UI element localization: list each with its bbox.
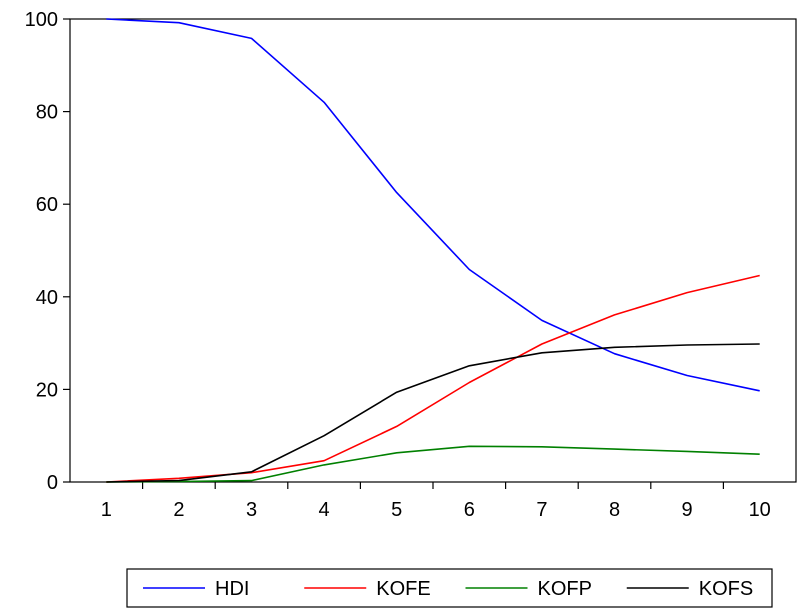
legend-label-kofp: KOFP — [538, 578, 592, 600]
legend: HDI KOFE KOFP KOFS — [127, 569, 772, 607]
x-tick-label: 6 — [464, 499, 475, 521]
y-tick-label: 80 — [36, 102, 58, 124]
series-line-kofs — [106, 344, 759, 482]
x-tick-label: 8 — [609, 499, 620, 521]
series-line-hdi — [106, 19, 759, 391]
legend-label-hdi: HDI — [215, 578, 249, 600]
y-tick-label: 60 — [36, 194, 58, 216]
x-tick-label: 5 — [391, 499, 402, 521]
legend-label-kofs: KOFS — [699, 578, 753, 600]
y-tick-label: 20 — [36, 379, 58, 401]
x-tick-label: 1 — [101, 499, 112, 521]
plot-border — [70, 19, 796, 482]
y-tick-label: 40 — [36, 287, 58, 309]
series-lines — [106, 19, 759, 482]
y-axis: 0 20 40 60 80 100 — [25, 9, 70, 494]
x-tick-label: 9 — [682, 499, 693, 521]
x-tick-label: 3 — [246, 499, 257, 521]
x-axis: 1 2 3 4 5 6 7 8 9 10 — [101, 482, 771, 521]
x-tick-label: 4 — [319, 499, 330, 521]
plot-frame — [70, 19, 796, 482]
y-tick-label: 0 — [47, 472, 58, 494]
x-tick-label: 7 — [536, 499, 547, 521]
x-tick-label: 10 — [749, 499, 771, 521]
legend-label-kofe: KOFE — [376, 578, 430, 600]
y-tick-label: 100 — [25, 9, 58, 31]
x-tick-label: 2 — [173, 499, 184, 521]
